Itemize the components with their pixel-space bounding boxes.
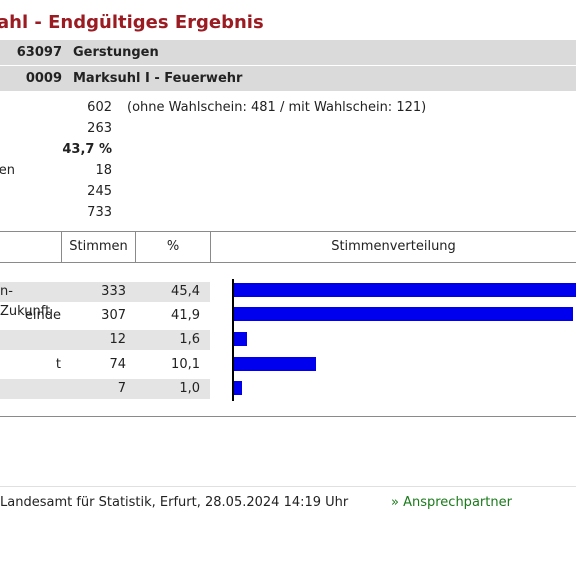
stat-note: (ohne Wahlschein: 481 / mit Wahlschein: … <box>127 100 427 115</box>
distribution-column-header: Stimmenverteilung <box>331 239 456 254</box>
district-name: Marksuhl I - Feuerwehr <box>73 71 243 86</box>
contact-link[interactable]: » Ansprechpartner <box>391 495 512 510</box>
stat-row: 602 (ohne Wahlschein: 481 / mit Wahlsche… <box>0 98 576 118</box>
party-percent: 10,1 <box>171 357 200 372</box>
stat-row: 733 <box>0 203 576 223</box>
party-votes: 74 <box>109 357 126 372</box>
vote-bar <box>234 357 316 371</box>
party-percent: 1,6 <box>179 332 200 347</box>
party-name: t <box>55 357 61 372</box>
vote-bar <box>234 381 243 395</box>
column-divider <box>135 232 136 262</box>
results-table-header: Stimmen % Stimmenverteilung <box>0 231 576 263</box>
table-row: 7 1,0 <box>0 379 210 399</box>
district-code: 0009 <box>25 71 62 86</box>
party-votes: 307 <box>101 308 126 323</box>
district-row: 0009 Marksuhl I - Feuerwehr <box>0 66 576 91</box>
vote-bar <box>234 307 574 321</box>
party-name: n-Zukunft <box>0 284 51 319</box>
vote-bar <box>234 283 576 297</box>
stat-value: 602 <box>87 100 112 115</box>
stat-row: 43,7 % <box>0 140 576 160</box>
party-percent: 45,4 <box>171 284 200 299</box>
vote-bar <box>234 332 247 346</box>
party-percent: 41,9 <box>171 308 200 323</box>
region-code: 63097 <box>16 45 62 60</box>
column-divider <box>61 232 62 262</box>
footer-source: Landesamt für Statistik, Erfurt, 28.05.2… <box>0 495 349 510</box>
party-percent: 1,0 <box>179 381 200 396</box>
stat-value: 18 <box>95 163 112 178</box>
region-name: Gerstungen <box>73 45 159 60</box>
stat-row: en 18 <box>0 161 576 181</box>
table-bottom-rule <box>0 416 576 417</box>
stat-value: 733 <box>87 205 112 220</box>
column-divider <box>210 232 211 262</box>
table-row: t 74 10,1 <box>0 355 210 375</box>
party-votes: 12 <box>109 332 126 347</box>
stat-label: en <box>0 163 15 178</box>
region-row: 63097 Gerstungen <box>0 40 576 65</box>
table-row: einde 307 41,9 <box>0 306 210 326</box>
party-votes: 7 <box>117 381 126 396</box>
table-row: 12 1,6 <box>0 330 210 350</box>
stat-value: 43,7 % <box>62 142 112 157</box>
footer-divider <box>0 486 576 487</box>
stat-row: 245 <box>0 182 576 202</box>
party-votes: 333 <box>101 284 126 299</box>
chart-axis <box>232 279 234 401</box>
stat-value: 245 <box>87 184 112 199</box>
stat-row: 263 <box>0 119 576 139</box>
table-row: n-Zukunft 333 45,4 <box>0 282 210 319</box>
votes-column-header: Stimmen <box>69 239 128 254</box>
stat-value: 263 <box>87 121 112 136</box>
party-name: einde <box>24 308 61 323</box>
page-title: ahl - Endgültiges Ergebnis <box>0 12 264 33</box>
percent-column-header: % <box>166 239 180 254</box>
